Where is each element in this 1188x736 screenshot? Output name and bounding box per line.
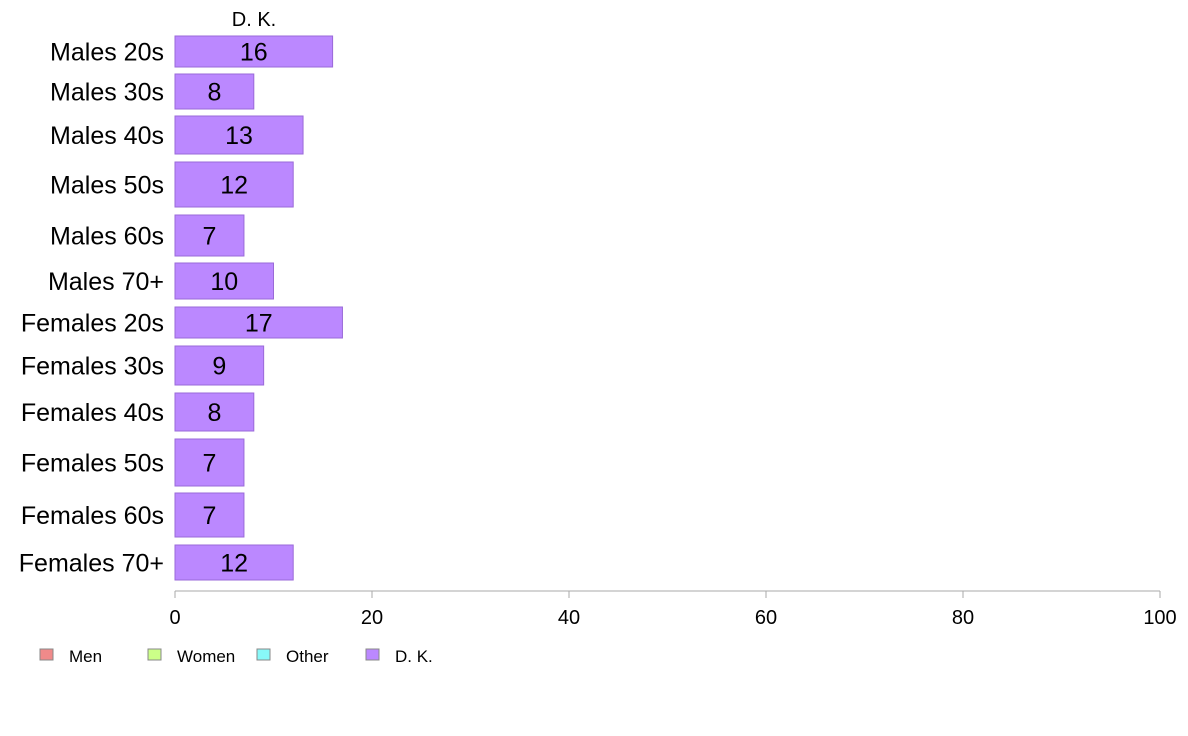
legend-label: D. K. (395, 647, 433, 666)
bar-value-label: 7 (203, 450, 217, 478)
category-label: Males 40s (50, 122, 164, 150)
category-label: Females 70+ (19, 550, 164, 578)
bar-value-label: 10 (210, 268, 238, 296)
legend-label: Other (286, 647, 329, 666)
bar (174, 306, 343, 339)
legend-label: Women (177, 647, 235, 666)
bar (174, 544, 294, 581)
x-tick-label: 20 (361, 607, 383, 629)
bar (174, 262, 274, 300)
bar (174, 345, 265, 386)
bar-value-label: 13 (225, 122, 253, 150)
bar (174, 161, 294, 208)
legend-swatch (256, 648, 271, 661)
legend-label: Men (69, 647, 102, 666)
bar-value-label: 7 (203, 502, 217, 530)
x-tick-label: 0 (169, 607, 180, 629)
bar-value-label: 7 (203, 223, 217, 251)
category-label: Males 30s (50, 79, 164, 107)
bar-value-label: 16 (240, 39, 268, 67)
bar (174, 438, 245, 487)
bar (174, 214, 245, 257)
category-label: Females 50s (21, 450, 164, 478)
x-tick-label: 80 (952, 607, 974, 629)
bar-value-label: 17 (245, 310, 273, 338)
bar-value-label: 12 (220, 172, 248, 200)
bar-value-label: 12 (220, 550, 248, 578)
x-tick-label: 40 (558, 607, 580, 629)
category-label: Females 60s (21, 502, 164, 530)
category-label: Males 50s (50, 172, 164, 200)
x-tick-label: 60 (755, 607, 777, 629)
bar-value-label: 9 (212, 353, 226, 381)
x-tick-label: 100 (1143, 607, 1176, 629)
category-label: Males 20s (50, 39, 164, 67)
legend-swatch (147, 648, 162, 661)
bar (174, 35, 334, 68)
series-title: D. K. (232, 9, 276, 31)
bar (174, 73, 255, 110)
legend-swatch (365, 648, 380, 661)
bar-value-label: 8 (207, 399, 221, 427)
category-label: Males 70+ (48, 268, 164, 296)
category-label: Males 60s (50, 223, 164, 251)
bar (174, 392, 255, 432)
category-label: Females 40s (21, 399, 164, 427)
bar (174, 115, 304, 155)
bar (174, 492, 245, 538)
category-label: Females 20s (21, 310, 164, 338)
legend-swatch (39, 648, 54, 661)
category-label: Females 30s (21, 353, 164, 381)
bar-value-label: 8 (207, 79, 221, 107)
